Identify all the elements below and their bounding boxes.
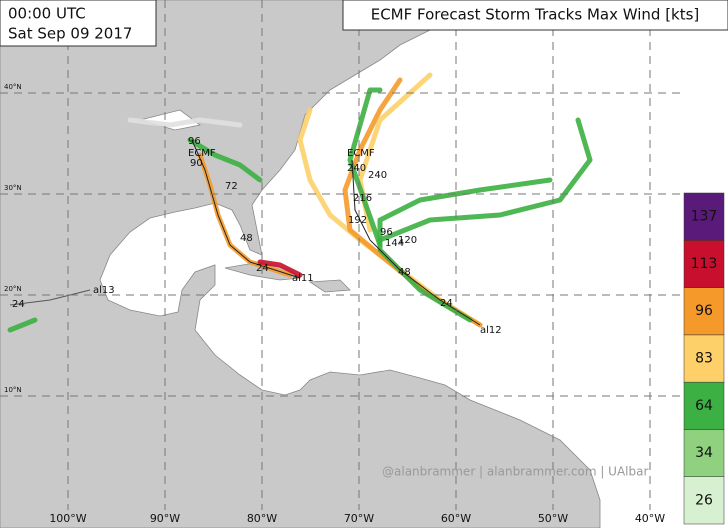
track-label: 144 — [385, 238, 404, 249]
lat-label: 30°N — [4, 184, 22, 192]
time: 00:00 UTC — [8, 5, 86, 23]
storm-track — [377, 117, 593, 243]
mean-track — [9, 289, 91, 306]
track-label: 216 — [353, 193, 372, 204]
title-box — [342, 0, 728, 31]
lat-label: 20°N — [4, 285, 22, 293]
track-label: 48 — [398, 267, 411, 278]
track-label: ECMF — [347, 148, 375, 159]
track-label: 96 — [380, 227, 393, 238]
colorbar-label: 26 — [695, 492, 713, 508]
credit: @alanbrammer | alanbrammer.com | UAlbar — [382, 465, 648, 479]
track-label: al11 — [292, 273, 314, 284]
colorbar-segment — [683, 334, 725, 383]
lat-label: 10°N — [4, 386, 22, 394]
track-label: 120 — [398, 235, 417, 246]
track-label: 72 — [225, 181, 238, 192]
lon-label: 60°W — [441, 512, 471, 525]
track-label: 240 — [347, 163, 366, 174]
lon-label: 70°W — [344, 512, 374, 525]
colorbar-segment — [683, 476, 725, 525]
storm-track — [7, 317, 38, 333]
lon-label: 90°W — [150, 512, 180, 525]
mean-track — [351, 159, 481, 326]
mean-track — [191, 139, 301, 279]
colorbar-label: 113 — [691, 256, 718, 272]
storm-track — [377, 177, 553, 323]
lon-label: 40°W — [635, 512, 665, 525]
track-label: 90 — [190, 158, 203, 169]
storm-track — [347, 87, 383, 248]
track-label: 192 — [348, 215, 367, 226]
title: ECMF Forecast Storm Tracks Max Wind [kts… — [371, 6, 700, 24]
track-label: al13 — [93, 285, 115, 296]
track-label: 240 — [368, 170, 387, 181]
lon-label: 80°W — [247, 512, 277, 525]
track-labels: ECMF 96 90 72 48 24 al11 ECMF 240 240 21… — [12, 136, 502, 336]
storm-tracks — [7, 72, 593, 333]
colorbar-segment — [683, 381, 725, 430]
colorbar-label: 34 — [695, 445, 713, 461]
colorbar-label: 83 — [695, 351, 713, 367]
colorbar-label: 64 — [695, 398, 713, 414]
colorbar-label: 137 — [691, 209, 718, 225]
colorbar-segment — [683, 192, 725, 241]
colorbar-label: 96 — [695, 303, 713, 319]
storm-track — [127, 117, 243, 128]
track-label: 48 — [240, 233, 253, 244]
lon-label: 50°W — [538, 512, 568, 525]
lat-label: 40°N — [4, 83, 22, 91]
lon-label: 100°W — [49, 512, 86, 525]
track-label: 24 — [256, 263, 269, 274]
storm-track — [257, 259, 303, 278]
track-label: 24 — [12, 299, 25, 310]
date: Sat Sep 09 2017 — [8, 25, 132, 43]
track-label: 24 — [440, 298, 453, 309]
track-label: 96 — [188, 136, 201, 147]
track-label: al12 — [480, 325, 502, 336]
track-label: ECMF — [188, 148, 216, 159]
storm-track — [187, 137, 263, 183]
colorbar-segment — [683, 429, 725, 477]
time-box — [0, 0, 157, 47]
